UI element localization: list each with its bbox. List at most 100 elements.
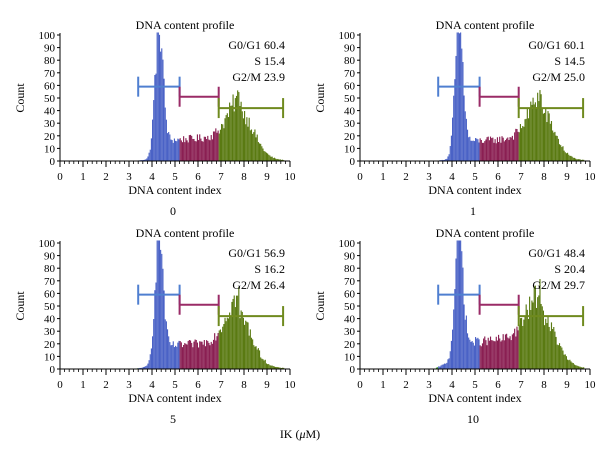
phase-annotation: S 15.4 (254, 54, 285, 68)
histogram-bar (470, 341, 472, 369)
histogram-bar (548, 326, 550, 369)
histogram-bar (476, 338, 478, 369)
y-tick-label: 70 (344, 68, 356, 80)
histogram-bar (256, 134, 258, 161)
histogram-bar (512, 139, 515, 161)
y-tick-label: 100 (39, 30, 56, 42)
histogram-bar (248, 117, 250, 161)
histogram-bar (545, 318, 547, 369)
histogram-bar (492, 137, 494, 161)
histogram-bar (263, 360, 265, 369)
histogram-bar (579, 366, 581, 369)
histogram-bar (581, 367, 584, 369)
histogram-bar (173, 138, 175, 161)
histogram-bar (472, 140, 474, 161)
histogram-bar (242, 317, 244, 369)
histogram-bar (503, 340, 505, 369)
histogram-bar (272, 158, 274, 161)
histogram-bar (257, 348, 259, 369)
y-tick-label: 20 (44, 131, 56, 143)
chart-title: DNA content profile (136, 18, 235, 32)
histogram-bar (169, 342, 171, 369)
histogram-bar (237, 90, 239, 161)
histogram-bar (575, 365, 577, 369)
phase-annotation: G2/M 26.4 (232, 278, 285, 292)
histogram-bar (531, 300, 533, 369)
histogram-bar (222, 326, 224, 369)
histogram-bar (577, 365, 579, 369)
histogram-bar (508, 140, 510, 161)
histogram-bar (237, 295, 239, 369)
histogram-bar (271, 365, 273, 369)
histogram-bar (529, 108, 531, 161)
histogram-bar (165, 321, 167, 369)
histogram-bar (468, 337, 470, 369)
histogram-bar (565, 356, 567, 369)
histogram-bar (198, 347, 200, 369)
histogram-bar (515, 128, 517, 161)
histogram-bar (527, 118, 530, 161)
histogram-bar (283, 367, 285, 369)
histogram-bar (221, 123, 223, 161)
histogram-bar (463, 95, 465, 161)
histogram-bar (155, 282, 157, 369)
x-tick-label: 8 (241, 171, 247, 183)
histogram-bar (462, 267, 464, 369)
histogram-bar (445, 159, 447, 161)
histogram-bar (583, 367, 585, 369)
histogram-bar (250, 337, 253, 369)
y-tick-label: 0 (50, 364, 56, 376)
histogram-bar (143, 366, 146, 369)
y-tick-label: 50 (44, 301, 56, 313)
histogram-bar (162, 268, 164, 369)
histogram-bar (523, 126, 525, 161)
histogram-bar (457, 32, 459, 162)
histogram-bar (172, 142, 174, 161)
histogram-bar (152, 119, 154, 161)
histogram-bar (257, 142, 259, 161)
histogram-bar (477, 139, 479, 161)
y-tick-label: 40 (44, 314, 56, 326)
histogram-bar (549, 123, 551, 161)
y-tick-label: 70 (344, 276, 356, 288)
histogram-bar (160, 249, 162, 369)
histogram-bar (512, 333, 515, 369)
histogram-bar (509, 137, 511, 161)
histogram-bar (493, 142, 495, 161)
histogram-bar (181, 347, 184, 369)
histogram-bar (473, 141, 475, 161)
y-tick-label: 40 (344, 314, 356, 326)
histogram-bar (522, 126, 524, 161)
histogram-bar (143, 159, 146, 161)
histogram-bar (466, 333, 469, 369)
histogram-bar (576, 365, 578, 369)
x-tick-label: 9 (564, 379, 570, 391)
histogram-bar (445, 363, 447, 369)
histogram-bar (161, 253, 163, 369)
x-tick-label: 7 (518, 171, 524, 183)
x-axis-label: DNA content index (128, 391, 221, 405)
histogram-bar (537, 297, 539, 369)
histogram-bar (575, 158, 577, 161)
histogram-bar (469, 136, 471, 161)
histogram-bar (555, 135, 557, 161)
histogram-bar (184, 142, 186, 161)
histogram-bar (564, 152, 566, 161)
histogram-bar (156, 240, 158, 369)
histogram-bar (454, 79, 456, 161)
histogram-bar (140, 367, 142, 369)
histogram-bar (577, 159, 579, 161)
histogram-bar (255, 137, 257, 161)
histogram-bar (549, 331, 551, 369)
histogram-bar (269, 365, 271, 369)
histogram-bar (166, 329, 169, 369)
histogram-bar (563, 150, 565, 161)
histogram-bar (535, 307, 538, 369)
histogram-bar (458, 240, 461, 369)
histogram-bar (454, 289, 456, 369)
histogram-chart: DNA content profileCount0102030405060708… (313, 18, 596, 218)
x-tick-label: 4 (149, 379, 155, 391)
y-axis-label: Count (13, 83, 27, 113)
histogram-bar (154, 75, 156, 161)
histogram-bar (183, 344, 185, 369)
